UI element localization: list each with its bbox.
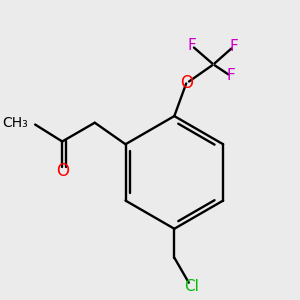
Text: F: F (187, 38, 196, 53)
Text: O: O (56, 162, 69, 180)
Text: O: O (180, 74, 193, 92)
Text: Cl: Cl (184, 279, 199, 294)
Text: F: F (229, 39, 238, 54)
Text: CH₃: CH₃ (3, 116, 28, 130)
Text: F: F (226, 68, 235, 83)
